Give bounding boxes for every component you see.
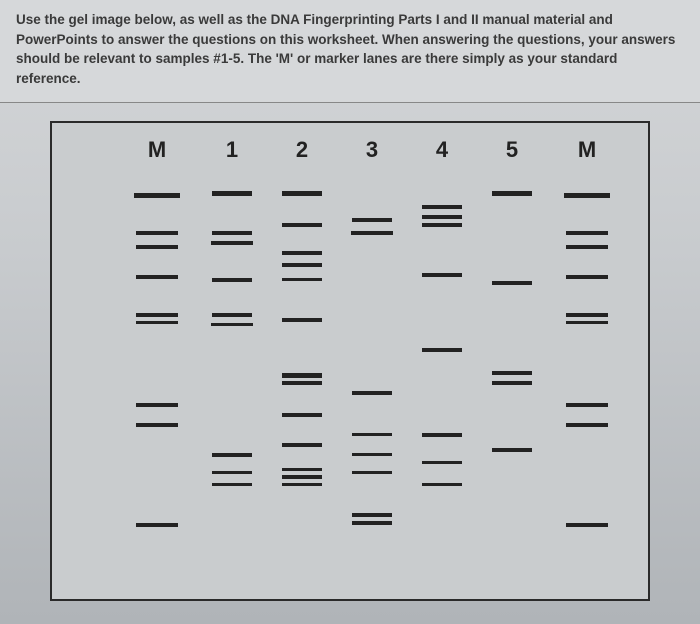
gel-band (352, 471, 392, 474)
gel-band (422, 215, 462, 219)
gel-band (351, 231, 393, 235)
gel-band (136, 313, 178, 317)
gel-band (492, 371, 532, 375)
lane-header: M (567, 137, 607, 163)
gel-band (422, 205, 462, 209)
gel-band (566, 403, 608, 407)
gel-band (566, 423, 608, 427)
lane-header: 4 (422, 137, 462, 163)
gel-band (566, 321, 608, 324)
gel-band (566, 275, 608, 279)
gel-band (492, 448, 532, 452)
gel-band (422, 461, 462, 464)
gel-band (282, 483, 322, 486)
gel-band (282, 278, 322, 281)
gel-band (134, 193, 180, 198)
gel-band (422, 223, 462, 227)
lane-header: 1 (212, 137, 252, 163)
gel-container: M 1 2 3 4 5 M (0, 103, 700, 621)
gel-band (136, 275, 178, 279)
gel-band (282, 223, 322, 227)
gel-band (212, 483, 252, 486)
gel-band (212, 191, 252, 196)
gel-band (352, 391, 392, 395)
gel-band (212, 313, 252, 317)
gel-band (422, 273, 462, 277)
gel-band (282, 381, 322, 385)
gel-band (352, 433, 392, 436)
worksheet-page: Use the gel image below, as well as the … (0, 0, 700, 624)
gel-band (136, 321, 178, 324)
gel-band (492, 281, 532, 285)
lane-header: 5 (492, 137, 532, 163)
gel-band (282, 251, 322, 255)
gel-band (422, 433, 462, 437)
gel-band (282, 191, 322, 196)
gel-band (212, 231, 252, 235)
gel-electrophoresis-diagram: M 1 2 3 4 5 M (50, 121, 650, 601)
gel-band (282, 468, 322, 471)
gel-band (282, 318, 322, 322)
lane-header-row: M 1 2 3 4 5 M (52, 137, 648, 167)
gel-band (282, 443, 322, 447)
gel-band (566, 245, 608, 249)
gel-band (352, 453, 392, 456)
gel-band (492, 381, 532, 385)
gel-band (566, 231, 608, 235)
gel-band (136, 231, 178, 235)
lane-header: 3 (352, 137, 392, 163)
gel-band (564, 193, 610, 198)
gel-band (352, 513, 392, 517)
gel-band (566, 523, 608, 527)
gel-band (492, 191, 532, 196)
instructions-text: Use the gel image below, as well as the … (0, 0, 700, 103)
lane-header: 2 (282, 137, 322, 163)
gel-band (212, 453, 252, 457)
gel-band (422, 348, 462, 352)
gel-band (566, 313, 608, 317)
gel-band (136, 523, 178, 527)
gel-band (282, 413, 322, 417)
gel-band (212, 471, 252, 474)
gel-band (211, 241, 253, 245)
gel-band (282, 263, 322, 267)
gel-band (136, 423, 178, 427)
gel-band (211, 323, 253, 326)
gel-band (352, 521, 392, 525)
lane-header: M (137, 137, 177, 163)
gel-band (136, 245, 178, 249)
gel-band (282, 475, 322, 479)
gel-band (212, 278, 252, 282)
gel-band (352, 218, 392, 222)
gel-band (422, 483, 462, 486)
gel-band (282, 373, 322, 378)
gel-band (136, 403, 178, 407)
